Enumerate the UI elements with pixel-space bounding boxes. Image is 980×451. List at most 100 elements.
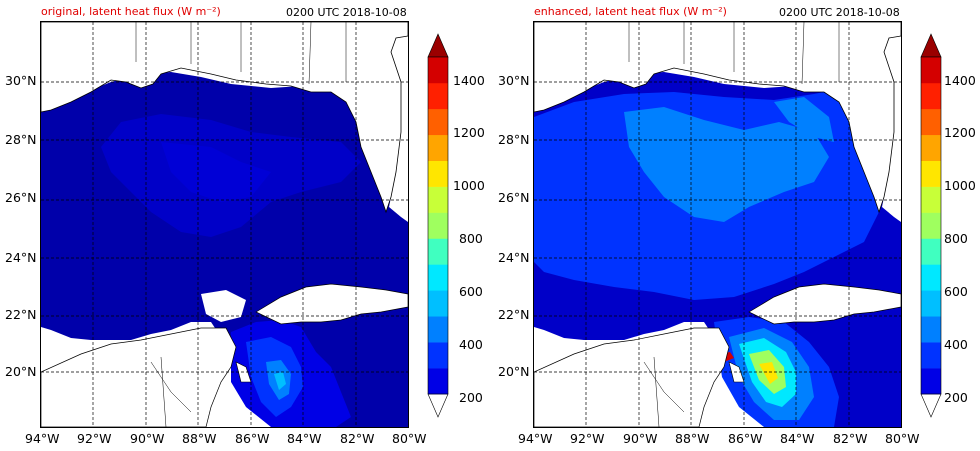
colorbar-swatch xyxy=(921,342,941,369)
right-lon-label: 86°W xyxy=(728,431,763,446)
left-lat-label: 20°N xyxy=(5,364,37,379)
colorbar-extend-max xyxy=(427,33,449,58)
left-colorbar-tick: 200 xyxy=(459,390,483,405)
right-flux-upper xyxy=(624,107,829,222)
right-lat-label: 30°N xyxy=(498,73,530,88)
right-colorbar-tick: 1200 xyxy=(944,125,976,140)
colorbar-swatch xyxy=(428,212,448,239)
colorbar-extend-min xyxy=(427,393,449,418)
left-colorbar-tick: 1400 xyxy=(453,73,485,88)
colorbar-swatch xyxy=(428,57,448,84)
right-panel-time: 0200 UTC 2018-10-08 xyxy=(779,6,900,19)
right-lat-label: 28°N xyxy=(498,132,530,147)
right-lon-label: 94°W xyxy=(518,431,553,446)
right-colorbar-tick: 1000 xyxy=(944,178,976,193)
left-map xyxy=(40,21,409,428)
left-panel-time: 0200 UTC 2018-10-08 xyxy=(286,6,407,19)
left-lon-label: 94°W xyxy=(25,431,60,446)
right-colorbar-tick: 1400 xyxy=(944,73,976,88)
left-lon-label: 84°W xyxy=(287,431,322,446)
right-lon-label: 82°W xyxy=(833,431,868,446)
right-gridlines xyxy=(534,22,901,427)
right-land-cuba xyxy=(748,283,901,325)
colorbar-swatch xyxy=(921,264,941,291)
left-lat-label: 24°N xyxy=(5,250,37,265)
colorbar-swatch xyxy=(428,134,448,161)
left-land-cuba xyxy=(255,283,408,325)
left-lat-label: 28°N xyxy=(5,132,37,147)
right-panel-title: enhanced, latent heat flux (W m⁻²) xyxy=(534,5,727,18)
right-lat-label: 22°N xyxy=(498,307,530,322)
right-flux-upper-b xyxy=(774,97,834,142)
left-lon-label: 86°W xyxy=(235,431,270,446)
left-lon-label: 82°W xyxy=(340,431,375,446)
colorbar-swatch xyxy=(921,160,941,187)
colorbar-swatch xyxy=(921,368,941,395)
right-lon-label: 84°W xyxy=(780,431,815,446)
right-state-borders xyxy=(628,22,840,427)
left-colorbar-tick: 1200 xyxy=(453,125,485,140)
colorbar-swatch xyxy=(428,368,448,395)
right-colorbar-tick: 600 xyxy=(944,284,968,299)
right-map-svg xyxy=(534,22,901,427)
colorbar-swatch xyxy=(921,212,941,239)
colorbar-extend-min xyxy=(920,393,942,418)
left-land-yucatan xyxy=(41,327,237,427)
colorbar-swatch xyxy=(428,264,448,291)
colorbar-swatch xyxy=(921,82,941,110)
left-state-borders xyxy=(135,22,347,427)
left-lat-label: 22°N xyxy=(5,307,37,322)
left-gridlines xyxy=(41,22,408,427)
left-panel-title: original, latent heat flux (W m⁻²) xyxy=(41,5,221,18)
right-lon-label: 80°W xyxy=(885,431,920,446)
left-colorbar xyxy=(427,33,449,418)
left-flux-caribbean-top xyxy=(274,372,286,390)
left-lat-label: 30°N xyxy=(5,73,37,88)
colorbar-swatch xyxy=(921,316,941,343)
left-colorbar-tick: 1000 xyxy=(453,178,485,193)
left-lon-label: 88°W xyxy=(182,431,217,446)
colorbar-swatch xyxy=(921,134,941,161)
colorbar-swatch xyxy=(921,238,941,265)
right-lon-label: 88°W xyxy=(675,431,710,446)
colorbar-swatch xyxy=(428,108,448,136)
colorbar-swatch xyxy=(921,57,941,84)
left-flux-patch-b xyxy=(161,142,271,202)
right-colorbar-tick: 200 xyxy=(944,390,968,405)
colorbar-swatch xyxy=(428,316,448,343)
colorbar-swatch xyxy=(921,108,941,136)
left-colorbar-tick: 800 xyxy=(459,231,483,246)
left-map-svg xyxy=(41,22,408,427)
colorbar-swatch xyxy=(921,290,941,317)
colorbar-swatch xyxy=(428,238,448,265)
right-land-us xyxy=(534,22,901,214)
colorbar-extend-max xyxy=(920,33,942,58)
right-colorbar-tick: 800 xyxy=(944,231,968,246)
colorbar-swatch xyxy=(921,186,941,213)
colorbar-frame xyxy=(920,56,942,395)
colorbar-swatch xyxy=(428,342,448,369)
colorbar-swatch xyxy=(428,186,448,213)
left-lon-label: 90°W xyxy=(130,431,165,446)
left-lon-label: 92°W xyxy=(77,431,112,446)
colorbar-swatch xyxy=(428,160,448,187)
colorbar-frame xyxy=(427,56,449,395)
left-lat-label: 26°N xyxy=(5,190,37,205)
right-colorbar-tick: 400 xyxy=(944,337,968,352)
left-colorbar-tick: 400 xyxy=(459,337,483,352)
left-land-us xyxy=(41,22,408,214)
left-colorbar-tick: 600 xyxy=(459,284,483,299)
colorbar-swatch xyxy=(428,82,448,110)
right-lat-label: 26°N xyxy=(498,190,530,205)
left-land-nodata xyxy=(201,290,246,322)
left-lon-label: 80°W xyxy=(392,431,427,446)
right-map xyxy=(533,21,902,428)
right-lon-label: 92°W xyxy=(570,431,605,446)
right-lat-label: 24°N xyxy=(498,250,530,265)
right-lat-label: 20°N xyxy=(498,364,530,379)
right-lon-label: 90°W xyxy=(623,431,658,446)
right-colorbar xyxy=(920,33,942,418)
right-flux-caribbean-e xyxy=(759,362,778,384)
colorbar-swatch xyxy=(428,290,448,317)
right-land-yucatan xyxy=(534,327,730,427)
